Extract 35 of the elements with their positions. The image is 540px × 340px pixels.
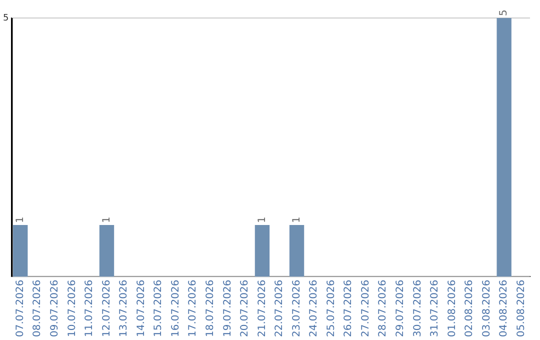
- x-tick-label: 19.07.2026: [222, 280, 234, 338]
- data-label: 1: [14, 216, 26, 223]
- x-tick-label: 12.07.2026: [101, 280, 112, 338]
- x-tick-label: 27.07.2026: [360, 280, 372, 338]
- data-label: 1: [291, 216, 302, 223]
- x-tick-label: 28.07.2026: [378, 280, 389, 338]
- x-tick-label: 25.07.2026: [326, 280, 337, 338]
- x-tick-label: 31.07.2026: [430, 280, 441, 338]
- x-tick-label: 05.08.2026: [516, 280, 527, 338]
- x-tick-label: 22.07.2026: [274, 280, 286, 338]
- x-tick-label: 08.07.2026: [32, 280, 44, 338]
- data-label: 5: [498, 10, 510, 16]
- x-tick-label: 01.08.2026: [446, 280, 458, 338]
- x-tick-label: 14.07.2026: [136, 280, 147, 338]
- x-tick-label: 03.08.2026: [481, 280, 492, 338]
- x-tick-label: 20.07.2026: [240, 280, 251, 338]
- x-tick-label: 10.07.2026: [66, 280, 78, 338]
- x-tick-label: 21.07.2026: [256, 280, 268, 338]
- x-tick-label: 26.07.2026: [343, 280, 354, 338]
- x-tick-label: 17.07.2026: [188, 280, 199, 338]
- x-tick-label: 02.08.2026: [464, 280, 476, 338]
- data-label: 1: [101, 216, 112, 223]
- x-tick-label: 15.07.2026: [153, 280, 164, 338]
- x-tick-label: 23.07.2026: [291, 280, 302, 338]
- x-tick-label: 07.07.2026: [14, 280, 26, 338]
- x-tick-label: 30.07.2026: [412, 280, 424, 338]
- x-tick-label: 13.07.2026: [118, 280, 130, 338]
- x-tick-label: 29.07.2026: [395, 280, 406, 338]
- x-tick-label: 11.07.2026: [84, 280, 96, 338]
- x-tick-label: 24.07.2026: [308, 280, 320, 338]
- data-label: 1: [256, 216, 268, 223]
- x-tick-label: 09.07.2026: [50, 280, 61, 338]
- x-tick-label: 16.07.2026: [170, 280, 182, 338]
- x-tick-label: 04.08.2026: [498, 280, 510, 338]
- x-tick-label: 18.07.2026: [204, 280, 216, 338]
